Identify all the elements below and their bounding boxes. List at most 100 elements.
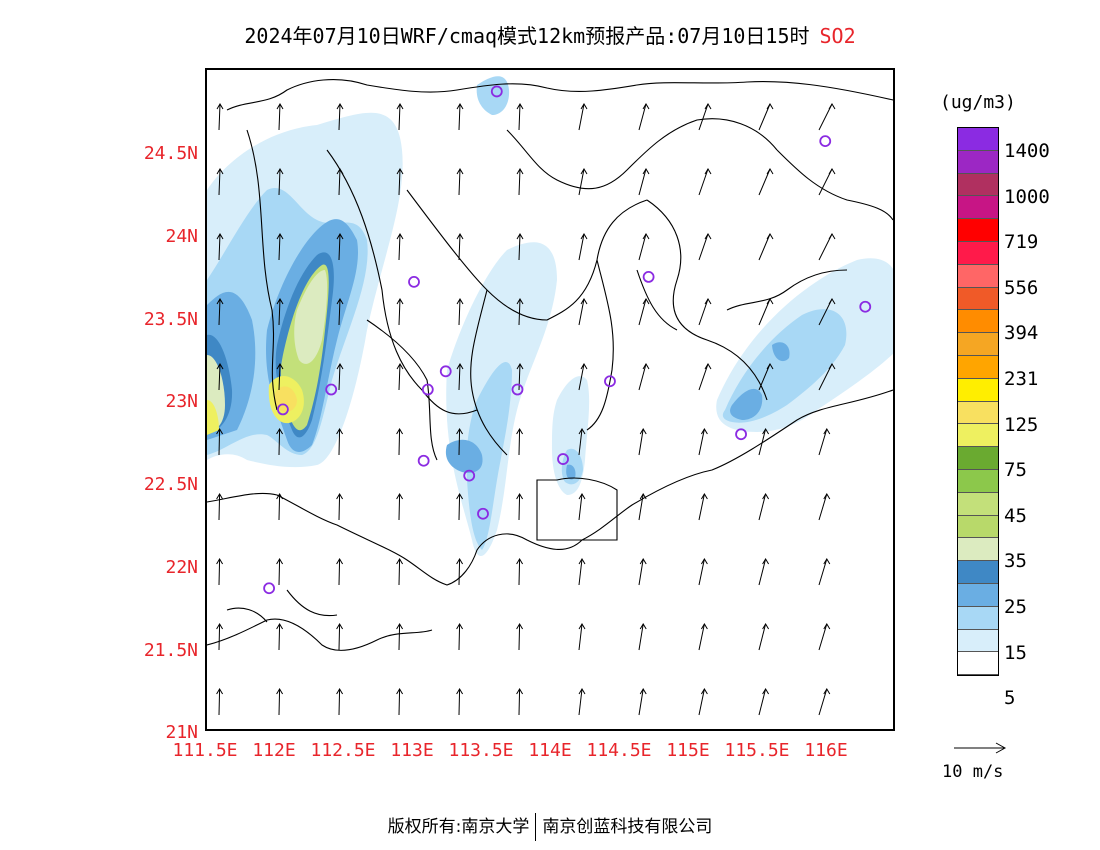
wind-arrow xyxy=(276,298,284,326)
wind-arrow xyxy=(516,103,524,131)
wind-arrow xyxy=(276,558,284,586)
wind-arrow xyxy=(758,363,774,391)
wind-arrow xyxy=(276,363,284,391)
lat-label-23: 23N xyxy=(165,391,198,412)
colorbar-label: 719 xyxy=(1004,231,1039,254)
wind-arrow xyxy=(818,623,831,651)
wind-arrow xyxy=(578,493,586,521)
colorbar-box xyxy=(958,196,998,220)
wind-arrow xyxy=(336,233,344,261)
wind-arrow xyxy=(336,103,344,131)
boundary-north xyxy=(226,79,893,111)
wind-arrow xyxy=(516,363,524,391)
wind-arrow xyxy=(516,493,524,521)
wind-arrow xyxy=(396,428,404,456)
wind-arrow xyxy=(336,558,344,586)
wind-arrow xyxy=(578,103,588,131)
wind-arrow xyxy=(396,688,404,716)
wind-arrow xyxy=(698,558,708,586)
map-panel[interactable] xyxy=(205,68,895,731)
wind-arrow xyxy=(456,233,464,261)
colorbar-label: 15 xyxy=(1004,641,1027,664)
wind-arrow xyxy=(698,233,712,261)
colorbar-label: 1400 xyxy=(1004,140,1050,162)
wind-arrow xyxy=(336,363,344,391)
wind-arrow xyxy=(216,493,224,521)
colorbar-box xyxy=(958,629,998,653)
colorbar-label: 394 xyxy=(1004,322,1039,345)
plume-prd-mid xyxy=(466,361,512,550)
colorbar-box xyxy=(958,150,998,174)
wind-arrow xyxy=(276,168,284,196)
lon-label-114-5: 114.5E xyxy=(586,740,652,761)
plume-2-lightgreen xyxy=(294,270,328,364)
colorbar-box xyxy=(958,401,998,425)
colorbar-box xyxy=(958,128,998,151)
lon-label-113-5: 113.5E xyxy=(448,740,514,761)
plume-sz-core xyxy=(566,464,576,480)
colorbar-label: 75 xyxy=(1004,459,1027,482)
coastline-west-inlet xyxy=(207,618,433,651)
wind-arrow xyxy=(336,298,344,326)
wind-arrow xyxy=(818,103,836,131)
wind-arrow xyxy=(758,168,774,196)
colorbar-label: 45 xyxy=(1004,504,1027,527)
lat-label-22-5: 22.5N xyxy=(143,474,198,495)
wind-arrow xyxy=(818,298,836,326)
station-marker xyxy=(557,453,569,465)
wind-arrow xyxy=(216,168,224,196)
colorbar-box xyxy=(958,355,998,379)
wind-arrow xyxy=(216,103,224,131)
wind-arrow xyxy=(456,168,464,196)
wind-arrow xyxy=(698,623,708,651)
colorbar-box xyxy=(958,583,998,607)
station-marker xyxy=(819,135,832,148)
wind-arrow xyxy=(276,233,284,261)
colorbar-box xyxy=(958,469,998,493)
wind-arrow xyxy=(638,363,650,391)
reference-vector-label: 10 m/s xyxy=(942,762,1004,782)
wind-arrow xyxy=(456,298,464,326)
colorbar-box xyxy=(958,652,998,676)
wind-arrow xyxy=(578,363,588,391)
wind-arrow xyxy=(758,558,770,586)
wind-arrow xyxy=(396,233,404,261)
lon-label-112: 112E xyxy=(252,740,296,761)
colorbar-box xyxy=(958,333,998,356)
boundary-11 xyxy=(636,269,678,331)
title-main: 2024年07月10日WRF/cmaq模式12km预报产品:07月10日15时 xyxy=(244,24,810,48)
station-marker xyxy=(735,428,747,441)
colorbar-box xyxy=(958,492,998,516)
wind-arrow xyxy=(578,168,588,196)
wind-arrow xyxy=(758,233,774,261)
colorbar-label: 25 xyxy=(1004,596,1027,618)
wind-arrow xyxy=(336,493,344,521)
wind-arrow xyxy=(516,428,524,456)
wind-arrow xyxy=(818,363,836,391)
wind-arrow xyxy=(818,493,831,521)
wind-arrow xyxy=(818,233,836,261)
colorbar-box xyxy=(958,515,998,539)
wind-arrow xyxy=(276,103,284,131)
colorbar-box xyxy=(958,561,998,584)
colorbar-box xyxy=(958,219,998,242)
station-markers xyxy=(263,85,872,595)
colorbar-label: 1000 xyxy=(1004,185,1050,208)
boundary-4 xyxy=(646,199,768,401)
wind-arrow xyxy=(638,623,647,651)
wind-arrow xyxy=(638,428,647,456)
wind-arrow xyxy=(216,363,224,391)
wind-arrow xyxy=(698,428,708,456)
station-marker xyxy=(859,300,872,313)
station-marker xyxy=(263,582,275,595)
wind-vectors xyxy=(216,103,836,716)
wind-arrow xyxy=(818,558,831,586)
boundary-5 xyxy=(776,149,893,221)
wind-arrow xyxy=(758,623,770,651)
lat-label-21: 21N xyxy=(165,722,198,743)
wind-arrow xyxy=(578,623,586,651)
colorbar-box xyxy=(958,606,998,630)
wind-arrow xyxy=(516,623,524,651)
colorbar-label: 125 xyxy=(1004,413,1039,436)
station-marker xyxy=(477,507,489,520)
